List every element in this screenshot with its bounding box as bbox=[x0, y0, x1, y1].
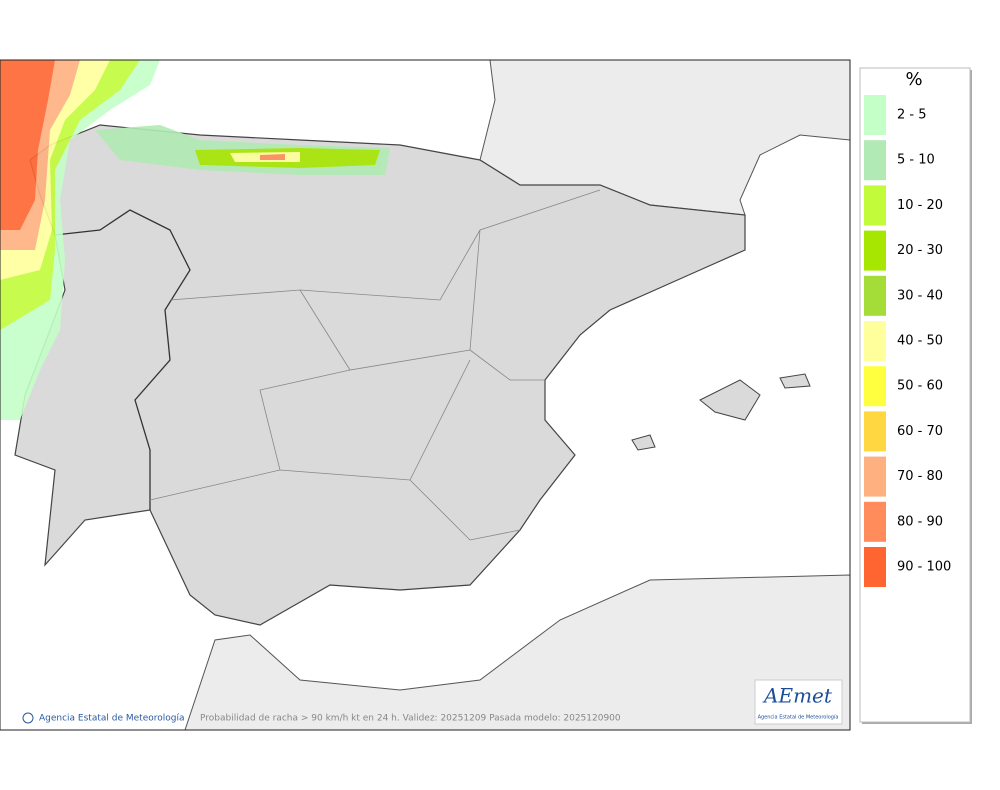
legend-swatch bbox=[864, 140, 886, 181]
legend-label: 90 - 100 bbox=[897, 560, 951, 575]
map-frame bbox=[0, 59, 851, 731]
legend-label: 20 - 30 bbox=[897, 243, 943, 258]
copyright-icon bbox=[22, 712, 34, 724]
legend-swatch bbox=[864, 95, 886, 135]
legend-swatch bbox=[864, 230, 886, 271]
probability-area bbox=[260, 154, 285, 160]
map bbox=[0, 60, 850, 730]
legend-swatch bbox=[864, 456, 886, 497]
probability-area bbox=[0, 60, 55, 230]
legend-swatch bbox=[864, 275, 886, 316]
legend-swatch bbox=[864, 501, 886, 542]
legend-label: 50 - 60 bbox=[897, 379, 943, 394]
regional-borders bbox=[149, 189, 601, 541]
legend: 2 - 5 5 - 10 10 - 20 20 - 30 30 - 40 40 - 50 5… bbox=[864, 95, 951, 587]
africa bbox=[184, 574, 850, 730]
legend-label: 60 - 70 bbox=[897, 424, 943, 439]
logo-name: AEmet bbox=[762, 684, 833, 708]
legend-label: 70 - 80 bbox=[897, 469, 943, 484]
legend-swatch bbox=[864, 547, 886, 587]
legend-label: 80 - 90 bbox=[897, 514, 943, 529]
logo-subtitle: Agencia Estatal de Meteorología bbox=[758, 714, 839, 721]
probability-areas bbox=[0, 60, 390, 420]
legend-swatch bbox=[864, 321, 886, 361]
majorca bbox=[699, 379, 761, 421]
legend-label: 30 - 40 bbox=[897, 288, 943, 303]
legend-label: 5 - 10 bbox=[897, 153, 935, 168]
legend-swatch bbox=[864, 366, 886, 407]
ibiza bbox=[631, 434, 656, 451]
logo-box bbox=[754, 679, 843, 725]
legend-label: 10 - 20 bbox=[897, 198, 943, 213]
legend-label: 40 - 50 bbox=[897, 334, 943, 349]
legend-swatch bbox=[864, 185, 886, 226]
portugal-border bbox=[54, 209, 191, 510]
copyright-text: Agencia Estatal de Meteorología bbox=[39, 714, 185, 724]
legend-title: % bbox=[905, 69, 922, 90]
minorca bbox=[779, 373, 811, 389]
caption: Probabilidad de racha > 90 km/h kt en 24… bbox=[200, 714, 621, 724]
legend-label: 2 - 5 bbox=[897, 108, 927, 123]
legend-swatch bbox=[864, 411, 886, 452]
